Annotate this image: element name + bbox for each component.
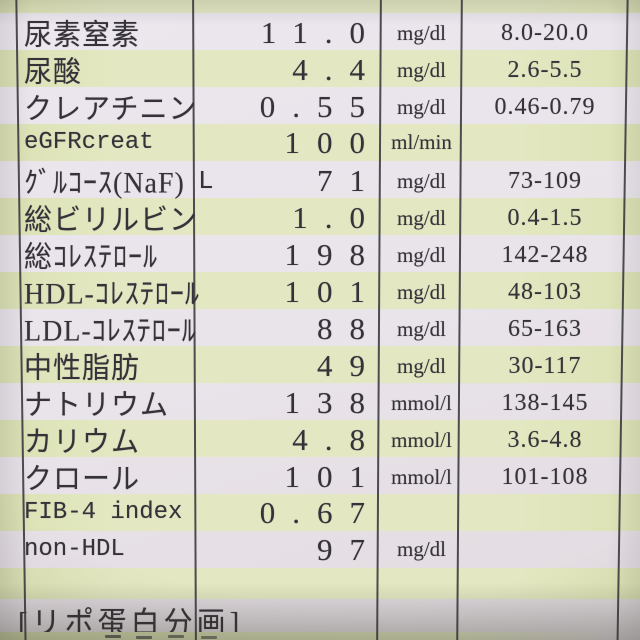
- value-cell: 88: [193, 311, 381, 347]
- table-row: eGFRcreat 100 ml/min: [0, 124, 640, 161]
- test-name: 中性脂肪: [24, 352, 141, 385]
- table-row: カリウム 4.8 mmol/l 3.6-4.8: [0, 420, 640, 459]
- section-heading-row: [リポ蛋白分画]: [0, 599, 640, 640]
- test-value: 11.0: [260, 15, 382, 50]
- test-value: 101: [284, 274, 382, 309]
- value-cell: 101: [193, 274, 381, 310]
- test-name: 総ビリルビン: [24, 204, 199, 237]
- test-name: 総ｺﾚｽﾃﾛｰﾙ: [24, 241, 159, 274]
- value-cell: 138: [193, 385, 381, 421]
- table-row: 尿素窒素 11.0 mg/dl 8.0-20.0: [0, 13, 640, 52]
- value-cell: L 71: [193, 163, 381, 199]
- test-name: ｸﾞﾙｺｰｽ(NaF): [24, 167, 185, 200]
- test-unit: mg/dl: [396, 57, 446, 82]
- test-name: non-HDL: [24, 536, 125, 563]
- table-row: HDL-ｺﾚｽﾃﾛｰﾙ 101 mg/dl 48-103: [0, 272, 640, 311]
- value-cell: 198: [193, 237, 381, 273]
- test-value: 1.0: [292, 200, 382, 235]
- test-unit: mg/dl: [396, 537, 446, 561]
- test-value: 4.4: [292, 52, 382, 87]
- test-unit: mg/dl: [396, 168, 446, 193]
- table-row: [0, 0, 640, 13]
- test-unit: mg/dl: [396, 20, 446, 45]
- table-row: 中性脂肪 49 mg/dl 30-117: [0, 346, 640, 385]
- table-row: [0, 568, 640, 599]
- reference-range: 101-108: [501, 463, 589, 490]
- test-name: 尿酸: [24, 56, 83, 89]
- test-unit: mg/dl: [396, 94, 446, 119]
- value-cell: 49: [193, 348, 381, 384]
- test-name: eGFRcreat: [24, 129, 154, 156]
- test-value: 49: [317, 348, 382, 383]
- test-name: HDL-ｺﾚｽﾃﾛｰﾙ: [24, 278, 200, 311]
- value-cell: 0.67: [193, 495, 381, 531]
- test-unit: mmol/l: [391, 427, 452, 452]
- test-name: LDL-ｺﾚｽﾃﾛｰﾙ: [24, 315, 197, 348]
- test-name: ナトリウム: [24, 389, 170, 422]
- test-value: 100: [284, 124, 382, 160]
- test-value: 97: [317, 531, 382, 567]
- table-row: 総ビリルビン 1.0 mg/dl 0.4-1.5: [0, 198, 640, 237]
- reference-range: 138-145: [501, 389, 589, 416]
- abnormal-flag: L: [198, 166, 214, 196]
- test-unit: mmol/l: [391, 464, 452, 489]
- table-row: LDL-ｺﾚｽﾃﾛｰﾙ 88 mg/dl 65-163: [0, 309, 640, 348]
- value-cell: 97: [193, 532, 381, 568]
- value-cell: 100: [193, 125, 381, 161]
- reference-range: 0.46-0.79: [494, 93, 596, 120]
- value-cell: 4.8: [193, 422, 381, 458]
- table-row: クレアチニン 0.55 mg/dl 0.46-0.79: [0, 87, 640, 126]
- reference-range: 142-248: [501, 241, 589, 268]
- test-value: 101: [284, 459, 382, 494]
- value-cell: 11.0: [193, 15, 381, 51]
- test-name: カリウム: [24, 426, 141, 459]
- test-value: 0.55: [259, 89, 382, 124]
- table-row: 尿酸 4.4 mg/dl 2.6-5.5: [0, 50, 640, 89]
- value-cell: 1.0: [193, 200, 381, 236]
- test-unit: mg/dl: [396, 242, 446, 267]
- test-value: 71: [317, 163, 382, 198]
- reference-range: 2.6-5.5: [507, 56, 583, 83]
- test-unit: mmol/l: [391, 390, 452, 415]
- reference-range: 73-109: [508, 167, 582, 194]
- test-name: FIB-4 index: [24, 499, 183, 526]
- value-cell: 0.55: [193, 89, 381, 125]
- test-value: 88: [317, 311, 382, 346]
- table-row: non-HDL 97 mg/dl: [0, 531, 640, 568]
- table-row: クロール 101 mmol/l 101-108: [0, 457, 640, 496]
- value-cell: 101: [193, 459, 381, 495]
- test-value: 0.67: [259, 494, 382, 530]
- reference-range: 30-117: [508, 352, 582, 379]
- reference-range: 65-163: [508, 315, 582, 342]
- test-value: 4.8: [292, 422, 382, 457]
- test-unit: mg/dl: [396, 316, 446, 341]
- value-cell: 4.4: [193, 52, 381, 88]
- reference-range: 3.6-4.8: [507, 426, 583, 453]
- table-row: ｸﾞﾙｺｰｽ(NaF) L 71 mg/dl 73-109: [0, 161, 640, 200]
- test-unit: mg/dl: [396, 353, 446, 378]
- test-unit: mg/dl: [396, 205, 446, 230]
- test-name: クロール: [24, 463, 141, 496]
- test-unit: ml/min: [391, 130, 452, 154]
- test-name: 尿素窒素: [24, 19, 141, 52]
- table-row: ナトリウム 138 mmol/l 138-145: [0, 383, 640, 422]
- table-row: 総ｺﾚｽﾃﾛｰﾙ 198 mg/dl 142-248: [0, 235, 640, 274]
- reference-range: 8.0-20.0: [501, 19, 589, 46]
- test-name: クレアチニン: [24, 93, 198, 126]
- test-value: 198: [284, 237, 382, 272]
- test-unit: mg/dl: [396, 279, 446, 304]
- reference-range: 0.4-1.5: [507, 204, 583, 231]
- table-row: FIB-4 index 0.67: [0, 494, 640, 531]
- reference-range: 48-103: [508, 278, 582, 305]
- table-row: [0, 632, 640, 640]
- test-value: 138: [284, 385, 382, 420]
